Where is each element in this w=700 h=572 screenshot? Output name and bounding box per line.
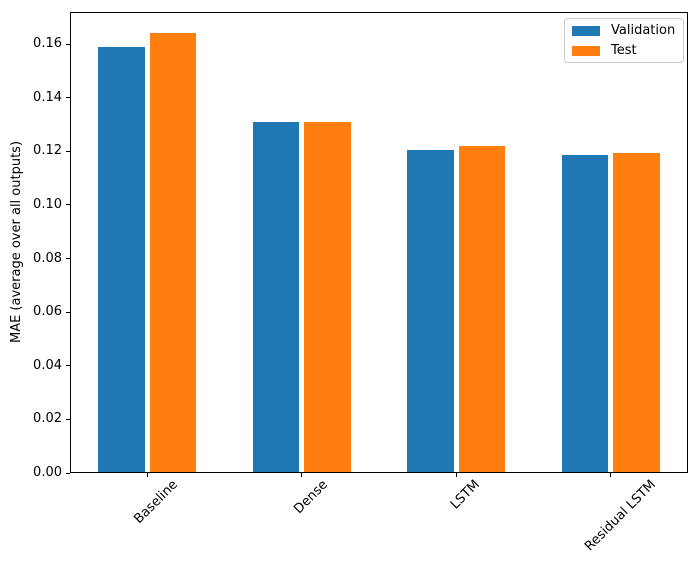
legend-entry-validation: Validation <box>572 23 676 38</box>
x-tick-mark <box>301 473 303 477</box>
y-tick-label: 0.14 <box>33 89 62 105</box>
bar-validation-dense <box>252 121 300 473</box>
legend-label-test: Test <box>611 43 637 58</box>
y-tick-mark <box>66 365 70 367</box>
bar-test-baseline <box>149 33 197 473</box>
y-tick-label: 0.12 <box>33 143 62 159</box>
y-tick-label: 0.06 <box>33 304 62 320</box>
y-tick-label: 0.08 <box>33 250 62 266</box>
y-tick-mark <box>66 472 70 474</box>
y-tick-label: 0.04 <box>33 357 62 373</box>
bar-test-residual-lstm <box>613 152 660 473</box>
bar-validation-baseline <box>98 46 145 473</box>
legend-entry-test: Test <box>572 43 676 58</box>
legend-swatch-test <box>572 45 600 56</box>
x-tick-label-residual-lstm: Residual LSTM <box>581 477 659 555</box>
bar-validation-residual-lstm <box>561 155 609 473</box>
y-tick-label: 0.02 <box>33 411 62 427</box>
legend-swatch-validation <box>572 25 600 36</box>
x-tick-label-dense: Dense <box>291 477 331 517</box>
y-tick-mark <box>66 418 70 420</box>
x-tick-label-baseline: Baseline <box>131 477 182 527</box>
y-tick-mark <box>66 258 70 260</box>
legend-label-validation: Validation <box>611 23 676 38</box>
x-tick-mark <box>610 473 612 477</box>
y-tick-mark <box>66 43 70 45</box>
x-tick-mark <box>455 473 457 477</box>
x-tick-mark <box>146 473 148 477</box>
legend: Validation Test <box>564 18 684 63</box>
x-tick-label-lstm: LSTM <box>448 477 484 513</box>
y-tick-label: 0.00 <box>33 465 62 480</box>
y-tick-mark <box>66 97 70 99</box>
bar-test-dense <box>304 121 351 473</box>
y-tick-label: 0.16 <box>33 36 62 52</box>
y-tick-mark <box>66 311 70 313</box>
y-tick-label: 0.10 <box>33 196 62 212</box>
y-tick-mark <box>66 150 70 152</box>
y-tick-mark <box>66 204 70 206</box>
bar-test-lstm <box>458 146 506 473</box>
bar-validation-lstm <box>407 150 454 473</box>
